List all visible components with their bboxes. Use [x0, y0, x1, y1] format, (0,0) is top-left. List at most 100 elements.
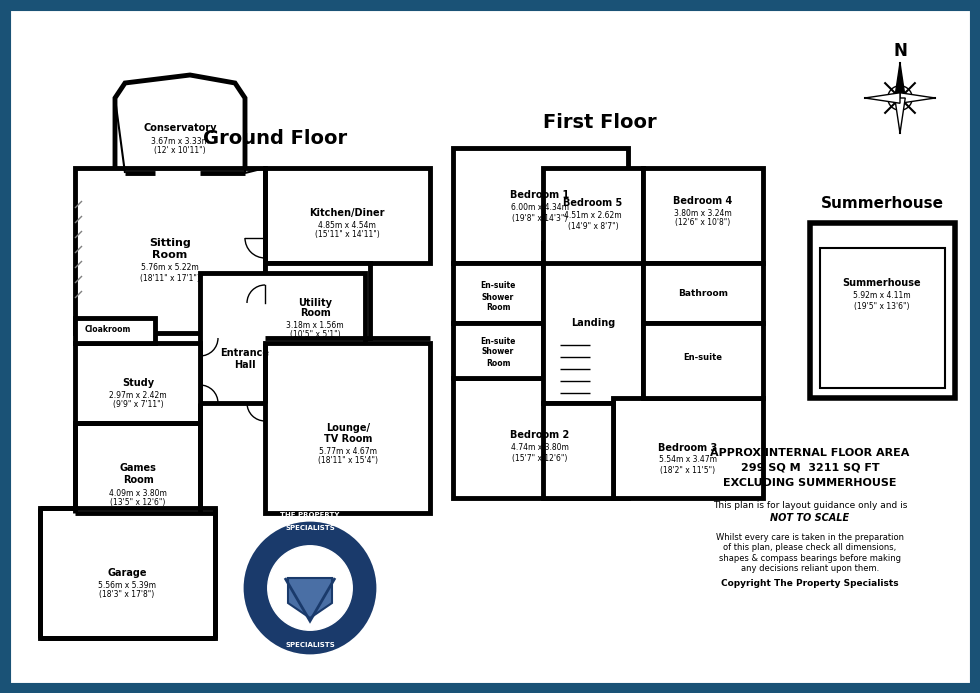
Text: Hall: Hall [234, 360, 256, 370]
Bar [613, 398, 763, 498]
Text: 5.54m x 3.47m: 5.54m x 3.47m [659, 455, 717, 464]
Text: Study: Study [122, 378, 154, 388]
Text: En-suite: En-suite [480, 281, 515, 290]
Polygon shape [900, 93, 935, 103]
Polygon shape [288, 578, 332, 618]
Bar [75, 343, 200, 423]
Text: (19'8" x 14'3"): (19'8" x 14'3") [513, 213, 567, 222]
Text: (14'9" x 8'7"): (14'9" x 8'7") [567, 222, 618, 231]
Text: Entrance: Entrance [220, 348, 270, 358]
Text: THE PROPERTY: THE PROPERTY [280, 512, 340, 518]
Text: Bedroom 1: Bedroom 1 [511, 190, 569, 200]
Text: (10'5" x 5'1"): (10'5" x 5'1") [290, 331, 340, 340]
Text: 5.92m x 4.11m: 5.92m x 4.11m [854, 292, 910, 301]
Text: Landing: Landing [571, 318, 615, 328]
Bar [820, 248, 945, 388]
Text: 4.74m x 3.80m: 4.74m x 3.80m [511, 444, 569, 453]
Bar [643, 168, 763, 263]
Polygon shape [895, 63, 906, 98]
Text: Games: Games [120, 463, 157, 473]
Text: 3.18m x 1.56m: 3.18m x 1.56m [286, 320, 344, 329]
Text: APPROX INTERNAL FLOOR AREA: APPROX INTERNAL FLOOR AREA [710, 448, 909, 458]
Text: SPECIALISTS: SPECIALISTS [285, 525, 335, 531]
Text: This plan is for layout guidance only and is: This plan is for layout guidance only an… [712, 500, 907, 509]
Text: Shower: Shower [482, 292, 514, 301]
Text: First Floor: First Floor [543, 114, 657, 132]
Bar [265, 168, 430, 263]
Bar [453, 148, 628, 263]
Bar [543, 243, 643, 403]
Text: En-suite: En-suite [480, 337, 515, 346]
Text: 6.00m x 4.34m: 6.00m x 4.34m [511, 204, 569, 213]
Circle shape [245, 523, 375, 653]
Text: (18'11" x 17'1"): (18'11" x 17'1") [140, 274, 200, 283]
Text: Cloakroom: Cloakroom [85, 326, 131, 335]
Text: 5.77m x 4.67m: 5.77m x 4.67m [319, 446, 377, 455]
Text: 3.67m x 3.33m: 3.67m x 3.33m [151, 137, 209, 146]
Text: Bedroom 5: Bedroom 5 [564, 198, 622, 208]
Circle shape [268, 546, 352, 630]
Text: Bedroom 2: Bedroom 2 [511, 430, 569, 440]
Text: Shower: Shower [482, 347, 514, 356]
Text: Bathroom: Bathroom [678, 288, 728, 297]
Text: Utility: Utility [298, 298, 332, 308]
Text: Lounge/: Lounge/ [326, 423, 370, 433]
Bar [810, 223, 955, 398]
Text: SPECIALISTS: SPECIALISTS [285, 642, 335, 648]
Polygon shape [895, 98, 906, 133]
Text: Room: Room [152, 250, 187, 260]
Text: (9'9" x 7'11"): (9'9" x 7'11") [113, 401, 164, 410]
Text: N: N [893, 42, 907, 60]
FancyBboxPatch shape [5, 5, 975, 688]
Text: Room: Room [486, 358, 511, 367]
Text: Ground Floor: Ground Floor [203, 128, 347, 148]
Text: Summerhouse: Summerhouse [820, 195, 944, 211]
Text: Summerhouse: Summerhouse [843, 278, 921, 288]
Text: 4.09m x 3.80m: 4.09m x 3.80m [109, 489, 167, 498]
Bar [453, 263, 543, 323]
Bar [40, 508, 215, 638]
Text: Garage: Garage [107, 568, 147, 578]
Text: (19'5" x 13'6"): (19'5" x 13'6") [855, 301, 909, 310]
Text: Conservatory: Conservatory [143, 123, 217, 133]
Text: (12' x 10'11"): (12' x 10'11") [154, 146, 206, 155]
Text: Bedroom 4: Bedroom 4 [673, 196, 733, 206]
Text: (15'7" x 12'6"): (15'7" x 12'6") [513, 453, 567, 462]
Text: 4.85m x 4.54m: 4.85m x 4.54m [318, 220, 376, 229]
Bar [75, 423, 200, 513]
Bar [543, 403, 613, 498]
Text: (13'5" x 12'6"): (13'5" x 12'6") [111, 498, 166, 507]
Bar [200, 273, 365, 403]
Bar [75, 168, 265, 333]
Text: Copyright The Property Specialists: Copyright The Property Specialists [721, 579, 899, 588]
Polygon shape [865, 93, 900, 103]
Text: 299 SQ M  3211 SQ FT: 299 SQ M 3211 SQ FT [741, 463, 879, 473]
Text: (12'6" x 10'8"): (12'6" x 10'8") [675, 218, 731, 227]
Text: 2.97m x 2.42m: 2.97m x 2.42m [109, 390, 167, 399]
Bar [265, 263, 370, 338]
Text: 5.76m x 5.22m: 5.76m x 5.22m [141, 263, 199, 272]
Text: EXCLUDING SUMMERHOUSE: EXCLUDING SUMMERHOUSE [723, 478, 897, 488]
Text: Room: Room [122, 475, 154, 485]
Text: (18'11" x 15'4"): (18'11" x 15'4") [318, 457, 378, 466]
Bar [643, 323, 763, 398]
Text: Whilst every care is taken in the preparation
of this plan, please check all dim: Whilst every care is taken in the prepar… [716, 533, 904, 573]
Text: Room: Room [486, 304, 511, 313]
Text: Kitchen/Diner: Kitchen/Diner [310, 208, 385, 218]
Text: 5.56m x 5.39m: 5.56m x 5.39m [98, 581, 156, 590]
Text: (18'3" x 17'8"): (18'3" x 17'8") [99, 590, 155, 599]
Text: NOT TO SCALE: NOT TO SCALE [770, 513, 850, 523]
Polygon shape [115, 75, 245, 173]
Text: Sitting: Sitting [149, 238, 191, 248]
Text: 4.51m x 2.62m: 4.51m x 2.62m [564, 211, 622, 220]
Bar [75, 318, 155, 343]
Text: TV Room: TV Room [323, 434, 372, 444]
Text: En-suite: En-suite [683, 353, 722, 362]
Text: 3.80m x 3.24m: 3.80m x 3.24m [674, 209, 732, 218]
Text: (15'11" x 14'11"): (15'11" x 14'11") [315, 231, 379, 240]
Bar [643, 263, 763, 323]
Text: (18'2" x 11'5"): (18'2" x 11'5") [661, 466, 715, 475]
Bar [453, 323, 543, 378]
Text: Room: Room [300, 308, 330, 318]
Bar [453, 378, 628, 498]
